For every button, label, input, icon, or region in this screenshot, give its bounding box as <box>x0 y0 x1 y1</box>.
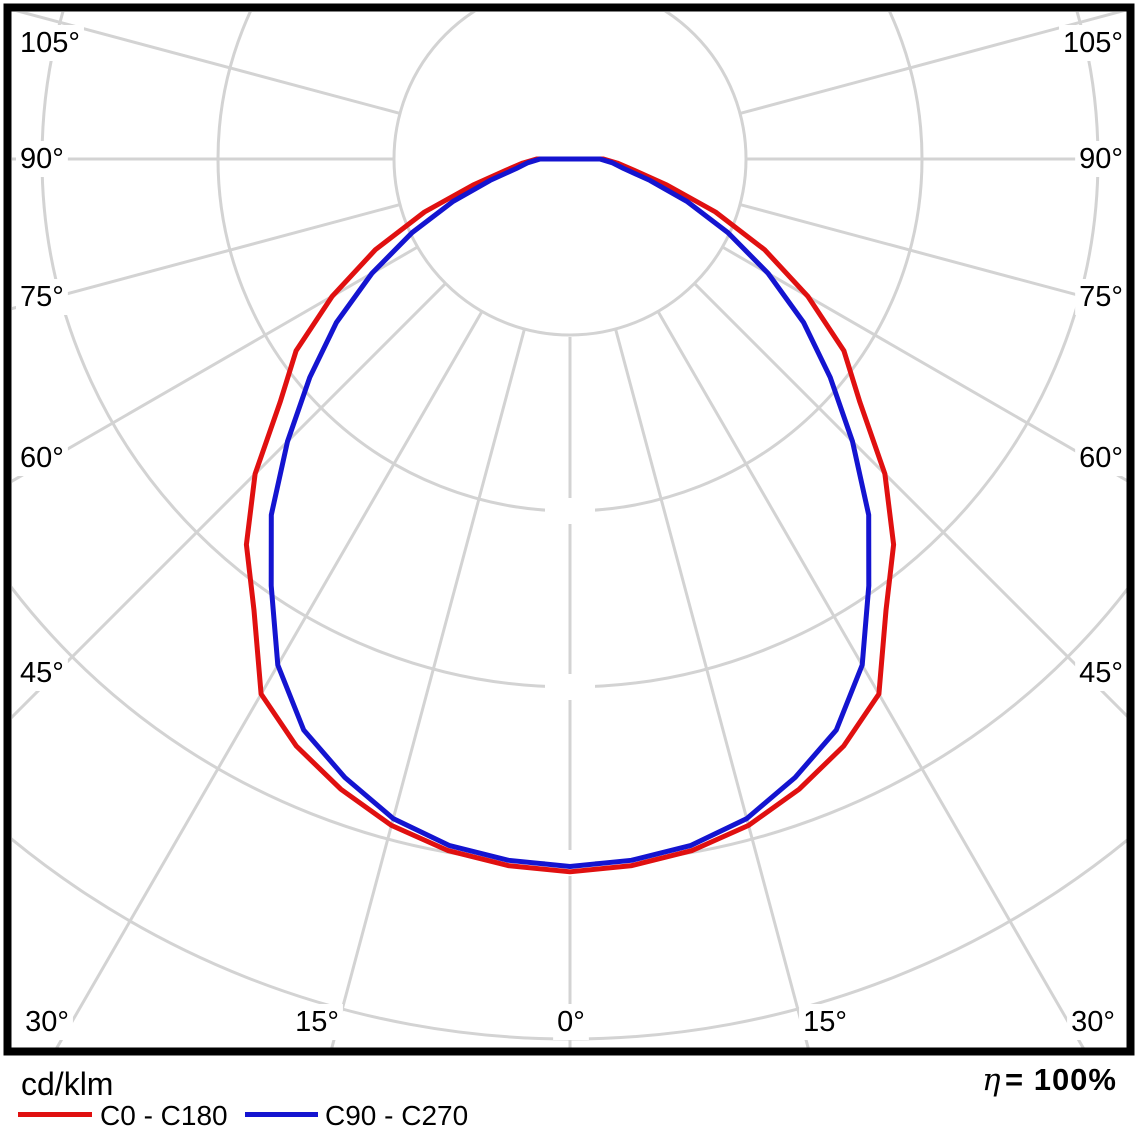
svg-text:60°: 60° <box>1079 442 1123 474</box>
svg-text:0°: 0° <box>557 1006 585 1038</box>
svg-text:75°: 75° <box>1079 281 1123 313</box>
svg-text:45°: 45° <box>1079 657 1123 689</box>
svg-text:105°: 105° <box>1063 27 1123 59</box>
unit-label: cd/klm <box>21 1066 114 1102</box>
svg-text:45°: 45° <box>20 657 64 689</box>
svg-text:30°: 30° <box>25 1006 69 1038</box>
legend-swatch-c90-c270 <box>245 1112 318 1117</box>
svg-text:105°: 105° <box>20 27 80 59</box>
svg-text:90°: 90° <box>20 143 64 175</box>
eta-symbol: η <box>981 1062 1001 1098</box>
svg-text:90°: 90° <box>1079 143 1123 175</box>
svg-text:75°: 75° <box>20 281 64 313</box>
svg-text:15°: 15° <box>295 1006 339 1038</box>
svg-text:15°: 15° <box>803 1006 847 1038</box>
svg-text:60°: 60° <box>20 442 64 474</box>
svg-text:30°: 30° <box>1071 1006 1115 1038</box>
efficiency-label: η = 100% <box>982 1062 1117 1098</box>
bottom-strip: cd/klm η = 100% C0 - C180 C90 - C270 <box>0 1056 1143 1143</box>
efficiency-value: = 100% <box>1004 1062 1117 1097</box>
legend-swatch-c0-c180 <box>18 1112 92 1117</box>
legend-label-c0-c180: C0 - C180 <box>100 1100 228 1131</box>
legend-label-c90-c270: C90 - C270 <box>325 1100 469 1131</box>
